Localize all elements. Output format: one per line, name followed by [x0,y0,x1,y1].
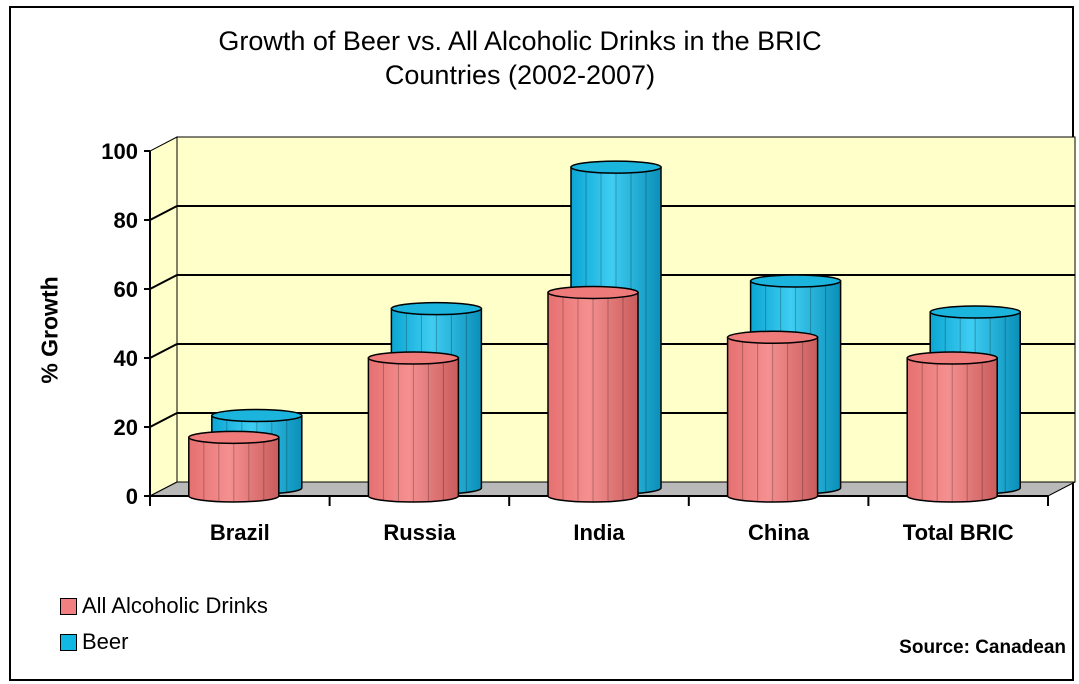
plot-side-wall [149,136,178,497]
legend-label-beer: Beer [82,629,129,654]
y-tick-label-0: 0 [126,484,138,509]
x-tick-label-india: India [573,520,625,545]
x-tick-label-brazil: Brazil [210,520,270,545]
y-tick-label-100: 100 [101,139,138,164]
y-tick-label-80: 80 [114,208,138,233]
y-axis-label: % Growth [36,276,63,384]
x-tick-label-total-bric: Total BRIC [903,520,1014,545]
legend-item-all-alcoholic-drinks: All Alcoholic Drinks [60,593,268,619]
chart-title-line-1: Growth of Beer vs. All Alcoholic Drinks … [218,26,822,56]
chart-title-line-2: Countries (2002-2007) [384,60,656,90]
legend-item-beer: Beer [60,629,128,655]
legend-swatch-all-alcoholic-drinks [60,597,77,615]
y-tick-label-40: 40 [114,346,138,371]
gridline-80 [149,205,1075,221]
y-tick-label-60: 60 [114,277,138,302]
bar-all-alcoholic-drinks-india [547,285,639,503]
bar-all-alcoholic-drinks-china [726,330,819,503]
legend-swatch-beer [60,633,77,651]
x-tick-label-china: China [748,520,810,545]
bar-all-alcoholic-drinks-russia [367,351,460,503]
source-note: Source: Canadean [899,637,1066,658]
bar-all-alcoholic-drinks-brazil [188,430,280,503]
x-tick-label-russia: Russia [383,520,456,545]
bar-all-alcoholic-drinks-total-bric [906,351,998,503]
y-tick-label-20: 20 [114,415,138,440]
legend-label-all-alcoholic-drinks: All Alcoholic Drinks [82,593,268,618]
